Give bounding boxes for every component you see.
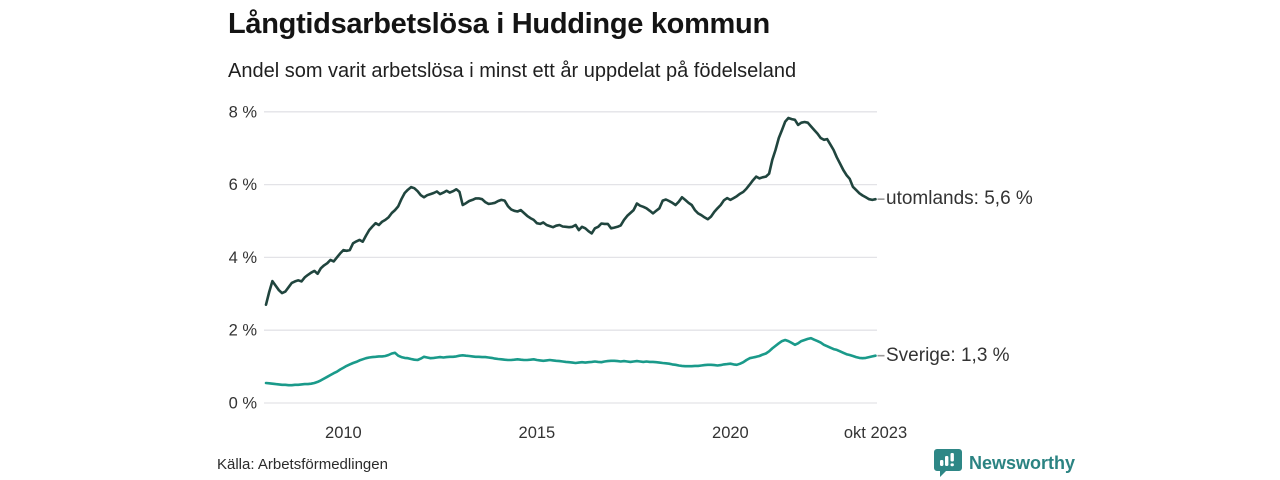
y-axis-label: 6 %	[229, 176, 258, 194]
source-caption: Källa: Arbetsförmedlingen	[217, 456, 388, 473]
x-axis-label: okt 2023	[844, 424, 907, 442]
y-axis-label: 0 %	[229, 395, 258, 413]
gridlines	[264, 111, 877, 404]
series-line-utomlands	[264, 116, 877, 307]
brand-name: Newsworthy	[969, 452, 1076, 473]
series-line-sverige	[264, 336, 877, 387]
chart-subtitle: Andel som varit arbetslösa i minst ett å…	[228, 60, 797, 82]
x-axis-label: 2020	[712, 424, 749, 442]
newsworthy-logo: Newsworthy	[934, 448, 1075, 478]
y-axis-label: 2 %	[229, 322, 258, 340]
y-axis-labels: 0 % 2 % 4 % 6 % 8 %	[229, 103, 258, 412]
y-axis-label: 4 %	[229, 249, 258, 267]
x-axis-label: 2010	[325, 424, 362, 442]
series-label-sverige: Sverige: 1,3 %	[886, 345, 1010, 366]
end-tick-marks	[877, 198, 885, 357]
x-axis-labels: 2010 2015 2020 okt 2023	[325, 424, 907, 442]
series-label-utomlands: utomlands: 5,6 %	[886, 188, 1033, 209]
x-axis-label: 2015	[519, 424, 556, 442]
page-title: Långtidsarbetslösa i Huddinge kommun	[228, 8, 770, 40]
newsworthy-bar-chart-icon	[934, 449, 962, 477]
series-lines	[264, 116, 877, 387]
y-axis-label: 8 %	[229, 103, 258, 121]
